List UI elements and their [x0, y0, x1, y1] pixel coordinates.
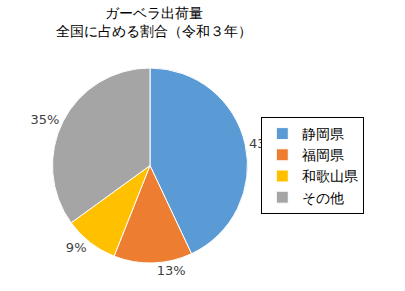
- svg-text:13%: 13%: [157, 263, 186, 278]
- svg-text:9%: 9%: [66, 240, 87, 255]
- svg-text:静岡県: 静岡県: [302, 126, 344, 142]
- svg-text:和歌山県: 和歌山県: [302, 168, 358, 184]
- svg-text:35%: 35%: [30, 112, 59, 127]
- svg-text:福岡県: 福岡県: [302, 147, 344, 163]
- svg-text:ガーベラ出荷量全国に占める割合（令和３年）: ガーベラ出荷量全国に占める割合（令和３年）: [56, 5, 252, 39]
- svg-text:その他: その他: [302, 190, 344, 206]
